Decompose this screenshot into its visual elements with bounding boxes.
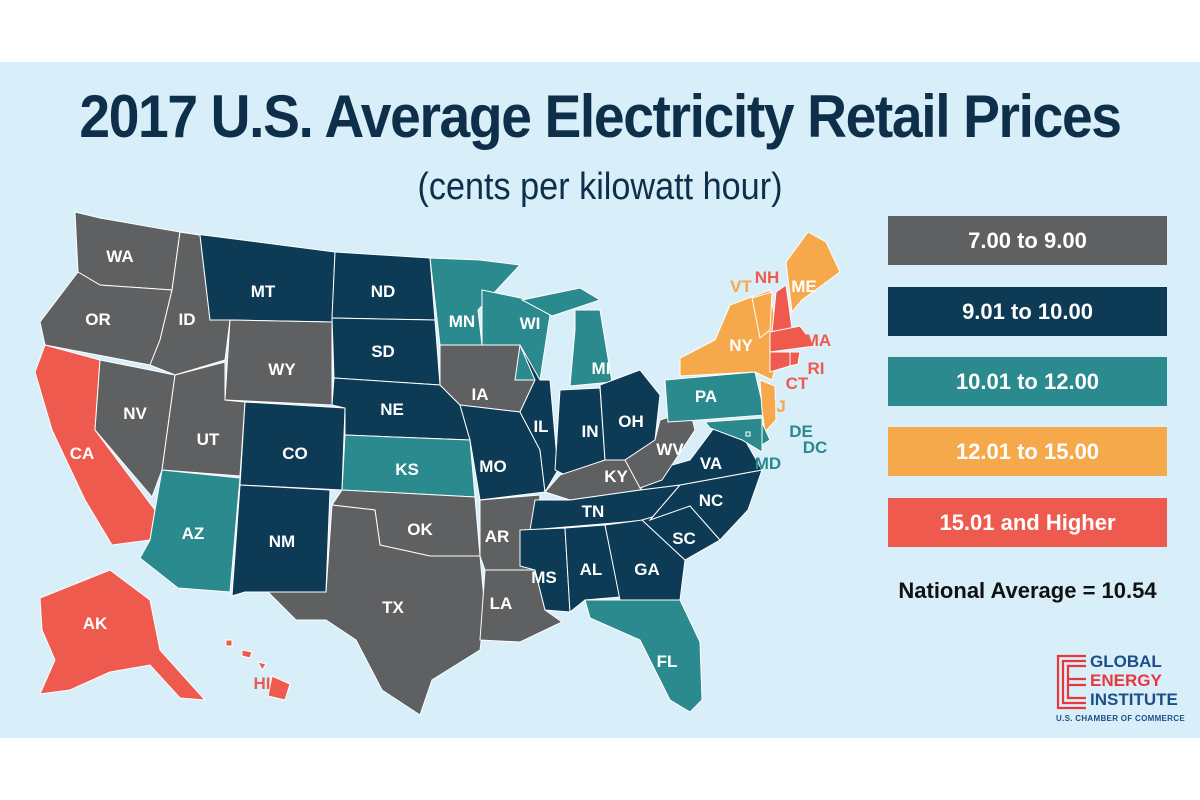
legend-item-orange: 12.01 to 15.00 — [888, 427, 1167, 476]
state-label-de: DE — [789, 422, 813, 441]
state-label-wv: WV — [656, 440, 684, 459]
state-label-ma: MA — [805, 331, 831, 350]
page-title: 2017 U.S. Average Electricity Retail Pri… — [79, 83, 1122, 150]
state-label-ny: NY — [729, 336, 753, 355]
legend-item-navy: 9.01 to 10.00 — [888, 287, 1167, 336]
state-nv — [94, 359, 176, 498]
state-label-va: VA — [700, 454, 722, 473]
state-tx — [266, 504, 486, 716]
state-label-nh: NH — [755, 268, 780, 287]
state-mi — [569, 309, 613, 387]
state-label-in: IN — [582, 422, 599, 441]
state-nh — [771, 284, 793, 333]
state-label-ky: KY — [604, 467, 628, 486]
state-label-ut: UT — [197, 430, 220, 449]
logo-subtitle: U.S. CHAMBER OF COMMERCE — [1056, 714, 1185, 723]
state-label-ga: GA — [634, 560, 660, 579]
state-fl — [584, 599, 703, 713]
state-label-az: AZ — [182, 524, 205, 543]
state-ri — [789, 351, 801, 367]
state-ak — [39, 569, 207, 701]
state-label-or: OR — [85, 310, 111, 329]
state-al — [564, 524, 621, 613]
state-hi-island — [257, 661, 267, 671]
global-energy-institute-logo: GLOBAL ENERGY INSTITUTE U.S. CHAMBER OF … — [1056, 652, 1196, 727]
state-label-ia: IA — [472, 385, 489, 404]
logo-e-icon — [1056, 654, 1086, 710]
state-label-ak: AK — [83, 614, 108, 633]
state-label-il: IL — [533, 417, 548, 436]
state-md — [703, 417, 763, 453]
state-mi-upper — [520, 287, 602, 317]
state-label-md: MD — [755, 454, 781, 473]
state-label-tx: TX — [382, 598, 404, 617]
state-label-co: CO — [282, 444, 308, 463]
state-label-al: AL — [580, 560, 603, 579]
state-label-ca: CA — [70, 444, 95, 463]
state-label-sc: SC — [672, 529, 696, 548]
state-label-hi: HI — [254, 674, 271, 693]
state-hi-island — [225, 639, 233, 647]
state-label-nv: NV — [123, 404, 147, 423]
state-label-tn: TN — [582, 502, 605, 521]
state-label-nm: NM — [269, 532, 295, 551]
legend-item-gray: 7.00 to 9.00 — [888, 216, 1167, 265]
state-label-vt: VT — [730, 277, 752, 296]
page-subtitle: (cents per kilowatt hour) — [417, 166, 783, 208]
national-average: National Average = 10.54 — [898, 578, 1157, 603]
logo-line3: INSTITUTE — [1090, 690, 1178, 709]
state-label-wy: WY — [268, 360, 296, 379]
state-label-nc: NC — [699, 491, 724, 510]
state-label-id: ID — [179, 310, 196, 329]
state-label-pa: PA — [695, 387, 717, 406]
state-label-fl: FL — [657, 652, 678, 671]
state-pa — [664, 371, 766, 423]
state-label-nd: ND — [371, 282, 396, 301]
state-hi — [267, 675, 291, 701]
state-label-ri: RI — [808, 359, 825, 378]
state-label-ok: OK — [407, 520, 433, 539]
state-label-la: LA — [490, 594, 513, 613]
state-label-mo: MO — [479, 457, 506, 476]
state-label-ne: NE — [380, 400, 404, 419]
state-label-oh: OH — [618, 412, 644, 431]
state-hi-island — [241, 649, 253, 659]
state-label-me: ME — [791, 277, 817, 296]
logo-line1: GLOBAL — [1090, 652, 1162, 671]
state-label-wi: WI — [520, 314, 541, 333]
state-vt — [751, 291, 773, 339]
state-ma — [769, 325, 816, 353]
state-label-dc: DC — [803, 438, 828, 457]
state-label-ks: KS — [395, 460, 419, 479]
state-label-mi: MI — [592, 359, 611, 378]
state-ct — [769, 351, 791, 373]
state-ga — [604, 519, 686, 601]
state-me — [785, 231, 841, 314]
state-label-ct: CT — [786, 374, 809, 393]
state-label-mt: MT — [251, 282, 276, 301]
state-label-ar: AR — [485, 527, 510, 546]
state-az — [139, 469, 241, 593]
state-label-nj: NJ — [764, 397, 786, 416]
state-dc — [745, 431, 751, 437]
state-label-ms: MS — [531, 568, 557, 587]
state-label-mn: MN — [449, 312, 475, 331]
legend-item-teal: 10.01 to 12.00 — [888, 357, 1167, 406]
legend-item-red: 15.01 and Higher — [888, 498, 1167, 547]
state-nj — [759, 379, 777, 434]
state-label-sd: SD — [371, 342, 395, 361]
logo-line2: ENERGY — [1090, 671, 1162, 690]
state-label-wa: WA — [106, 247, 133, 266]
